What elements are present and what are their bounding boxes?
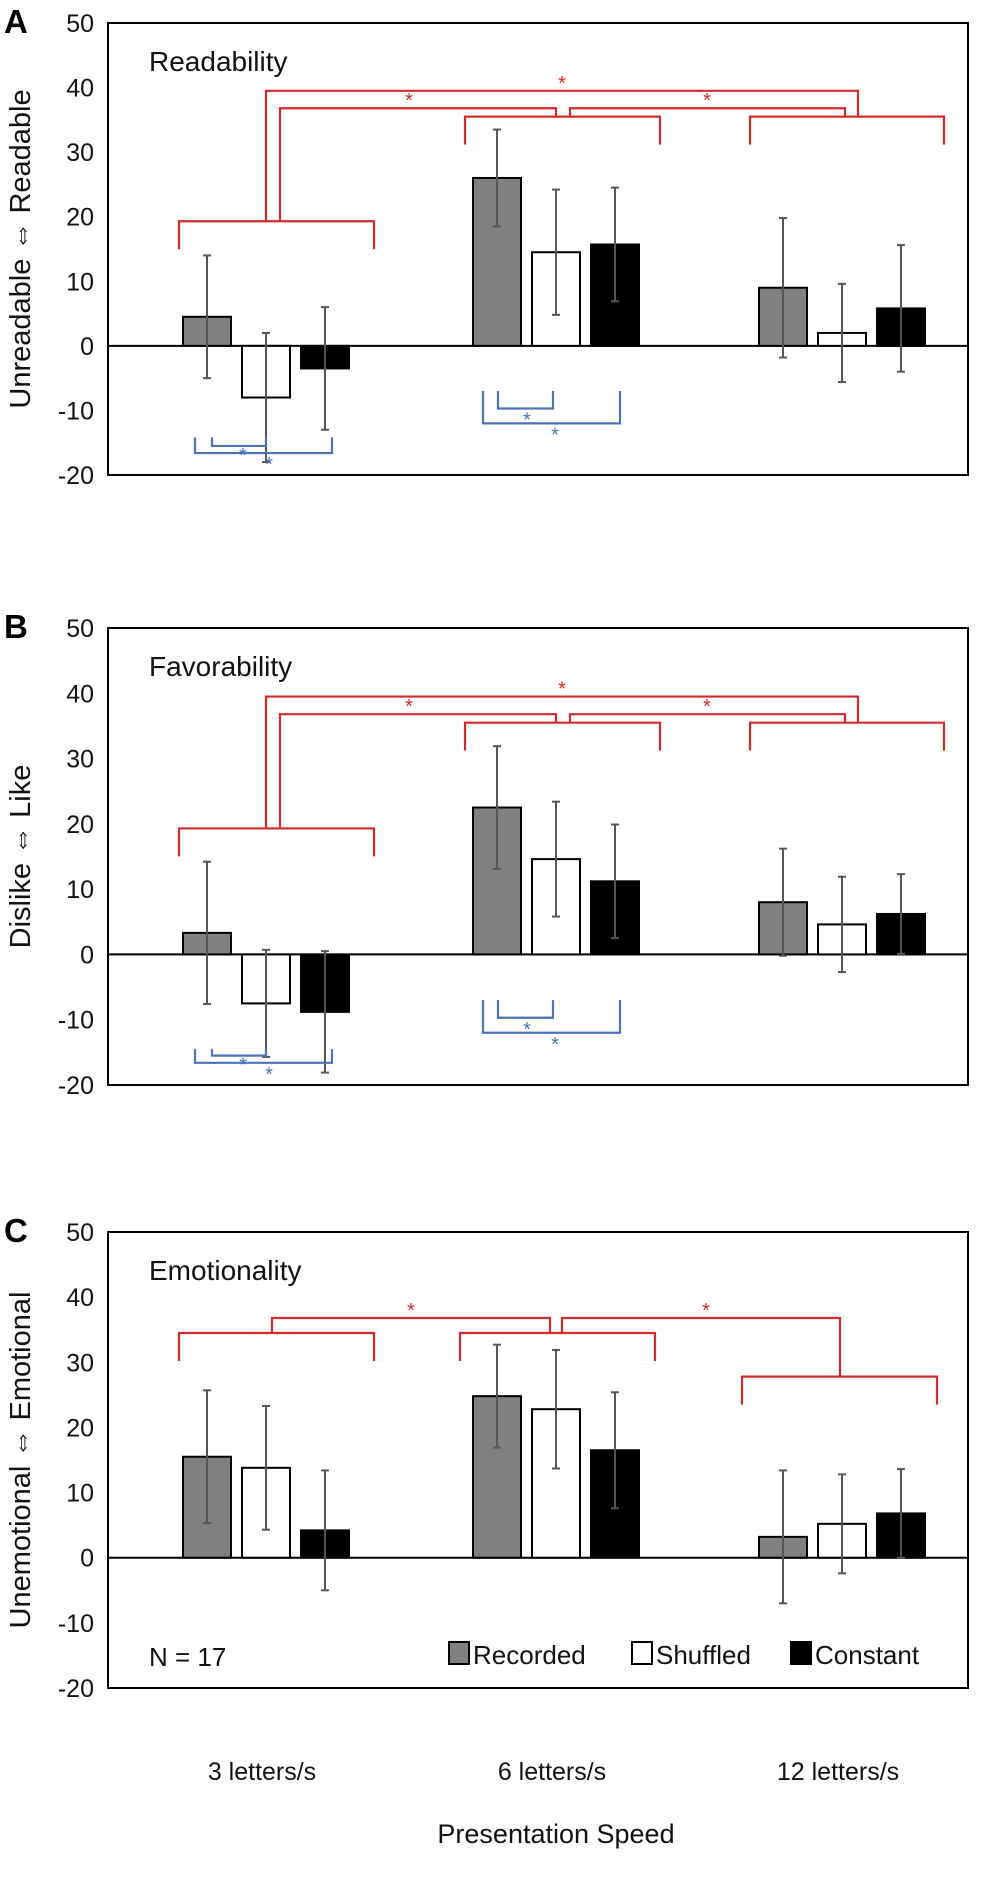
significance-bracket xyxy=(177,827,376,857)
legend-swatch xyxy=(631,1641,653,1665)
legend-label: Shuffled xyxy=(656,1640,751,1670)
y-tick-label: 10 xyxy=(66,1480,94,1508)
significance-bracket xyxy=(458,1331,657,1361)
condition-bracket xyxy=(496,1000,555,1019)
significance-star: * xyxy=(239,445,247,467)
significance-bracket xyxy=(278,107,558,222)
y-tick-label: 20 xyxy=(66,1414,94,1442)
significance-star: * xyxy=(405,90,413,112)
panel-label: A xyxy=(4,3,28,40)
significance-star: * xyxy=(407,1300,415,1322)
y-tick-label: -20 xyxy=(58,1072,94,1100)
y-tick-label: 0 xyxy=(80,333,94,361)
panel-label: C xyxy=(4,1212,28,1249)
significance-star: * xyxy=(551,1034,559,1056)
significance-bracket xyxy=(740,1375,939,1405)
y-tick-label: 0 xyxy=(80,941,94,969)
panel-title: Emotionality xyxy=(149,1255,302,1286)
y-tick-label: 30 xyxy=(66,1349,94,1377)
significance-bracket xyxy=(560,1316,842,1377)
y-tick-label: 20 xyxy=(66,811,94,839)
plot-frame xyxy=(107,1231,969,1689)
x-category-label: 12 letters/s xyxy=(777,1758,899,1786)
significance-bracket xyxy=(177,1331,376,1361)
y-tick-label: 0 xyxy=(80,1545,94,1573)
significance-bracket xyxy=(748,721,946,751)
panel-title: Favorability xyxy=(149,651,292,682)
significance-bracket xyxy=(463,115,662,145)
y-tick-label: 50 xyxy=(66,1219,94,1247)
y-axis-label: Unreadable ⇔ Readable xyxy=(5,89,37,408)
significance-star: * xyxy=(551,424,559,446)
condition-bracket xyxy=(193,437,334,455)
significance-star: * xyxy=(558,679,566,701)
y-axis-label: Dislike ⇔ Like xyxy=(5,765,37,949)
significance-star: * xyxy=(265,454,273,476)
legend-label: Constant xyxy=(815,1640,920,1670)
y-tick-label: 40 xyxy=(66,75,94,103)
significance-bracket xyxy=(278,713,558,829)
significance-star: * xyxy=(703,696,711,718)
panel-label: B xyxy=(4,608,28,645)
legend-swatch xyxy=(790,1641,812,1665)
significance-star: * xyxy=(558,73,566,95)
y-tick-label: 30 xyxy=(66,746,94,774)
significance-star: * xyxy=(703,90,711,112)
significance-star: * xyxy=(265,1064,273,1086)
significance-bracket xyxy=(264,89,860,222)
significance-star: * xyxy=(702,1300,710,1322)
condition-bracket xyxy=(193,1049,334,1064)
y-tick-label: 50 xyxy=(66,10,94,38)
significance-bracket xyxy=(568,713,847,723)
condition-bracket xyxy=(481,1000,622,1034)
y-tick-label: 40 xyxy=(66,680,94,708)
y-tick-label: 50 xyxy=(66,615,94,643)
x-category-label: 3 letters/s xyxy=(208,1758,316,1786)
plot-frame xyxy=(107,22,969,476)
significance-bracket xyxy=(748,115,946,145)
x-axis-title: Presentation Speed xyxy=(437,1819,674,1849)
panel-title: Readability xyxy=(149,46,288,77)
plot-frame xyxy=(107,627,969,1086)
y-tick-label: -20 xyxy=(58,1675,94,1703)
significance-bracket xyxy=(177,220,376,250)
significance-bracket xyxy=(568,107,847,117)
significance-star: * xyxy=(523,409,531,431)
y-tick-label: -10 xyxy=(58,1007,94,1035)
condition-bracket xyxy=(496,391,555,410)
y-tick-label: -20 xyxy=(58,462,94,490)
legend-label: Recorded xyxy=(473,1640,586,1670)
condition-bracket xyxy=(210,437,268,448)
significance-star: * xyxy=(523,1019,531,1041)
y-tick-label: 20 xyxy=(66,204,94,232)
condition-bracket xyxy=(210,1049,268,1057)
significance-bracket xyxy=(270,1316,552,1333)
y-tick-label: 10 xyxy=(66,268,94,296)
condition-bracket xyxy=(481,391,622,425)
y-tick-label: 30 xyxy=(66,139,94,167)
significance-star: * xyxy=(239,1055,247,1077)
y-tick-label: -10 xyxy=(58,1610,94,1638)
significance-star: * xyxy=(405,696,413,718)
y-axis-label: Unemotional ⇔ Emotional xyxy=(5,1292,37,1629)
significance-bracket xyxy=(463,721,662,751)
sample-size: N = 17 xyxy=(149,1642,226,1672)
significance-bracket xyxy=(264,695,860,829)
y-tick-label: -10 xyxy=(58,397,94,425)
legend-swatch xyxy=(448,1641,470,1665)
y-tick-label: 10 xyxy=(66,876,94,904)
x-category-label: 6 letters/s xyxy=(498,1758,606,1786)
y-tick-label: 40 xyxy=(66,1284,94,1312)
